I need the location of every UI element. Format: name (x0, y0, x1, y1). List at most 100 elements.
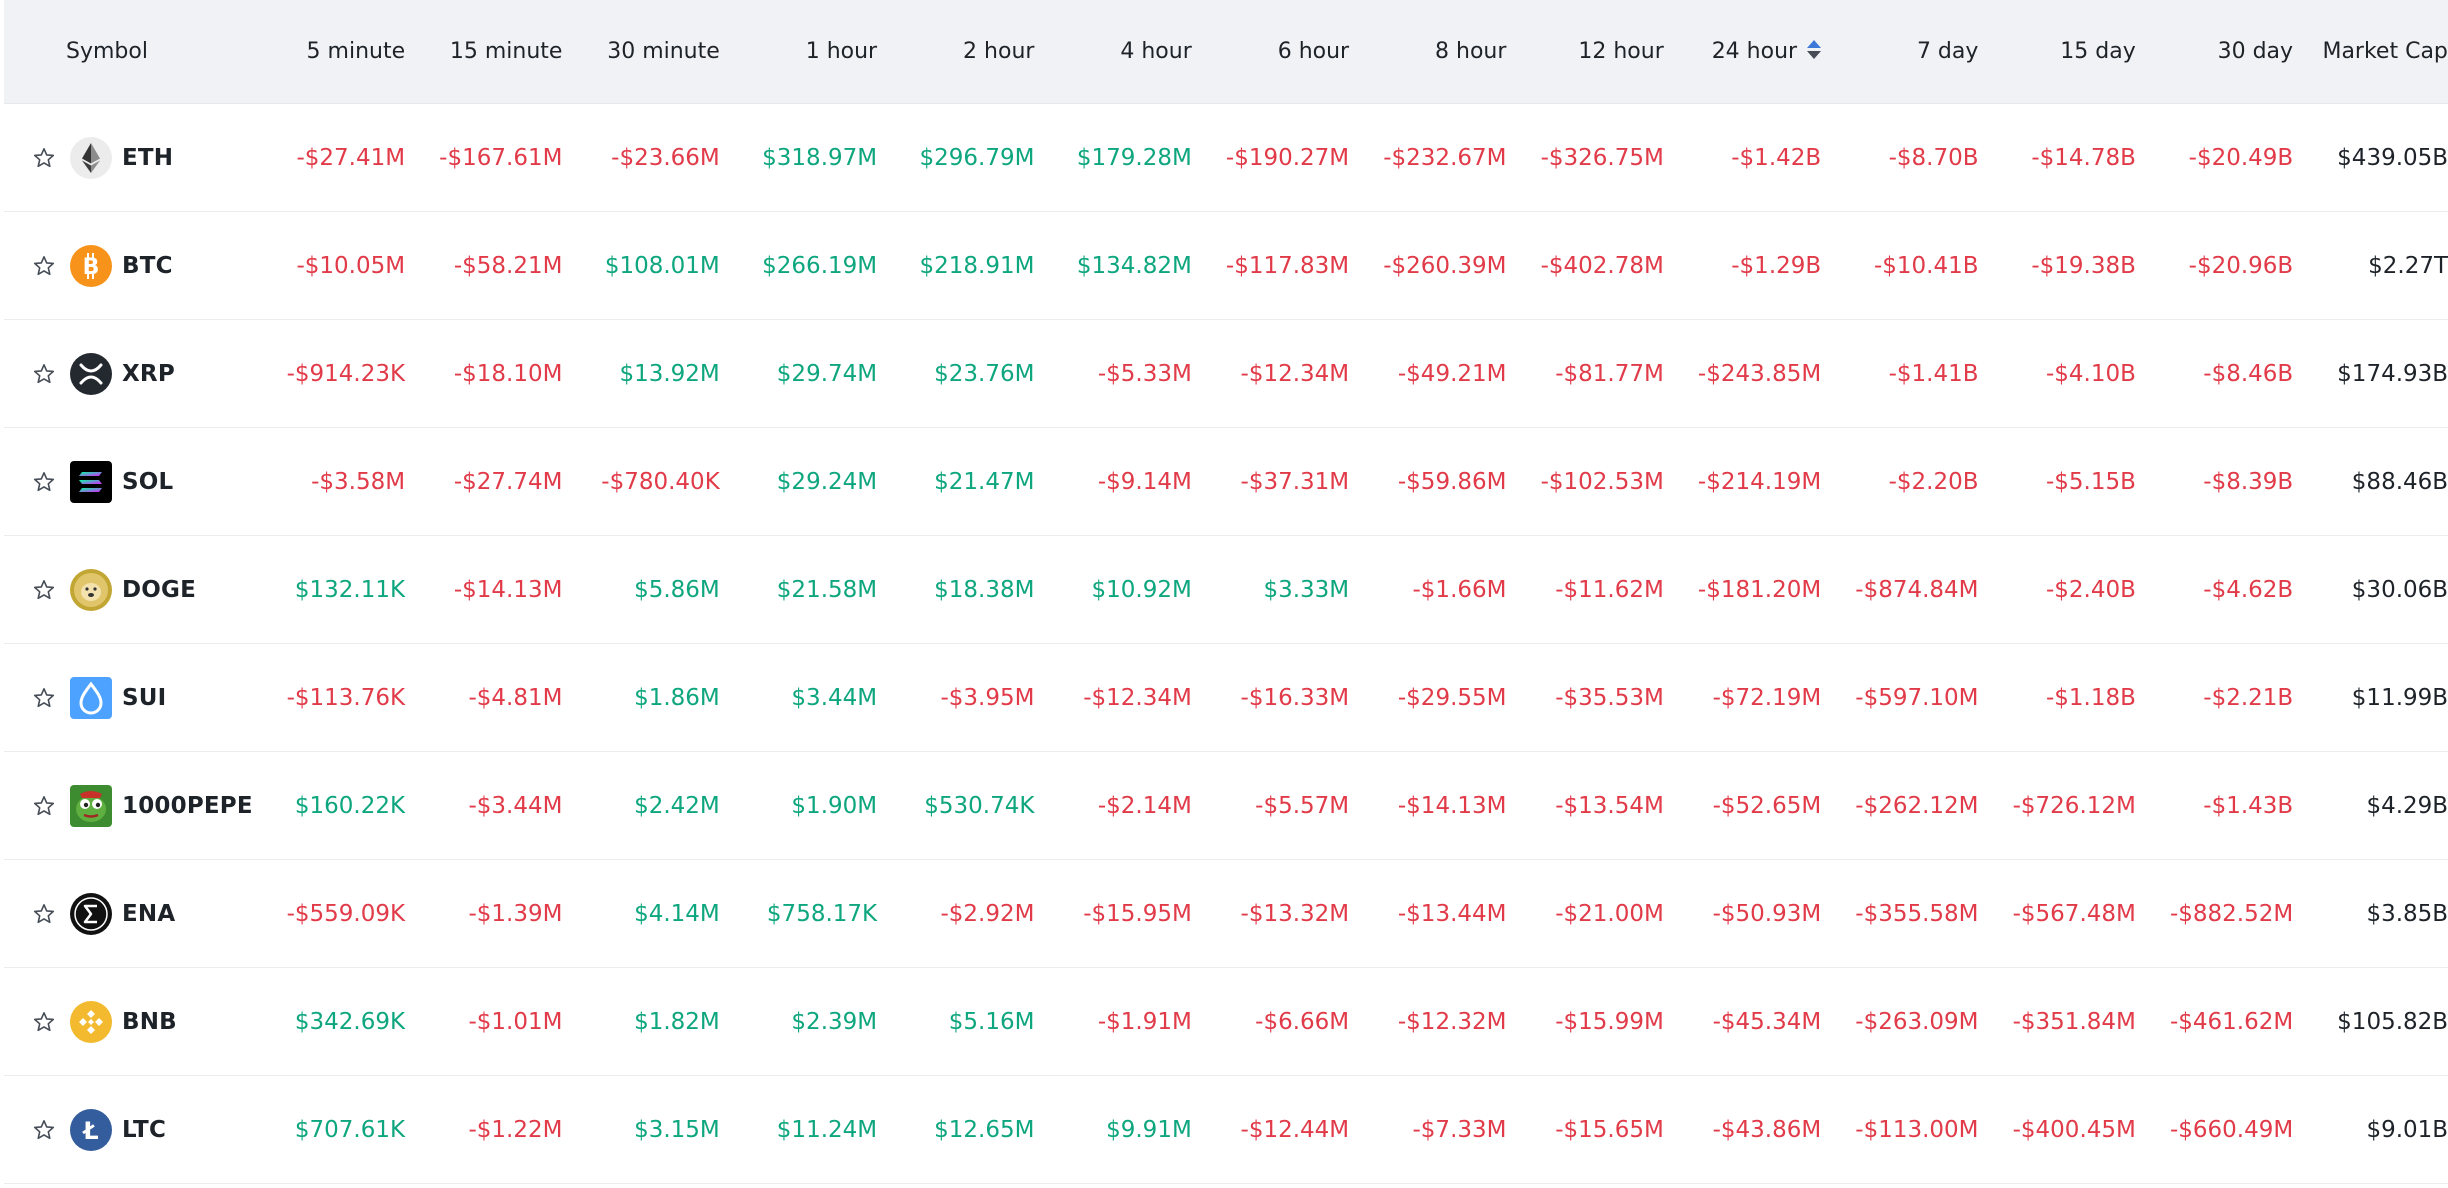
netflow-1-hour: $2.39M (791, 1008, 878, 1035)
header-label: 15 day (2060, 39, 2136, 64)
header-6-hour[interactable]: 6 hour (1204, 39, 1361, 64)
favorite-star-icon[interactable] (32, 1118, 56, 1142)
symbol-label[interactable]: DOGE (122, 576, 197, 603)
symbol-label[interactable]: LTC (122, 1116, 167, 1143)
netflow-15-day: -$726.12M (2012, 792, 2136, 819)
netflow-12-hour: -$35.53M (1555, 684, 1664, 711)
litecoin-icon: Ł (70, 1108, 112, 1151)
netflow-15-day: -$4.10B (2045, 360, 2136, 387)
netflow-30-day: -$20.49B (2188, 144, 2294, 171)
netflow-15-day: -$14.78B (2031, 144, 2136, 171)
netflow-4-hour: -$5.33M (1097, 360, 1192, 387)
favorite-star-icon[interactable] (32, 254, 56, 278)
header-24-hour[interactable]: 24 hour (1676, 39, 1833, 64)
symbol-label[interactable]: BNB (122, 1008, 177, 1035)
netflow-2-hour: -$2.92M (940, 900, 1035, 927)
table-row[interactable]: 1000PEPE $160.22K -$3.44M $2.42M $1.90M $530.… (4, 752, 2448, 860)
netflow-8-hour: -$260.39M (1383, 252, 1507, 279)
netflow-6-hour: -$5.57M (1255, 792, 1350, 819)
table-row[interactable]: BNB $342.69K -$1.01M $1.82M $2.39M $5.16M -$1.… (4, 968, 2448, 1076)
symbol-label[interactable]: ENA (122, 900, 176, 927)
netflow-30-minute: $3.15M (634, 1116, 720, 1143)
header-30-minute[interactable]: 30 minute (574, 39, 731, 64)
favorite-star-icon[interactable] (32, 470, 56, 494)
favorite-star-icon[interactable] (32, 686, 56, 710)
netflow-15-minute: -$1.01M (468, 1008, 563, 1035)
table-row[interactable]: DOGE $132.11K -$14.13M $5.86M $21.58M $18.38M… (4, 536, 2448, 644)
netflow-2-hour: $296.79M (919, 144, 1035, 171)
table-row[interactable]: ENA -$559.09K -$1.39M $4.14M $758.17K -$2.92M… (4, 860, 2448, 968)
header-market-cap[interactable]: Market Cap (2322, 39, 2448, 64)
netflow-15-minute: -$18.10M (453, 360, 563, 387)
favorite-star-icon[interactable] (32, 362, 56, 386)
table-row[interactable]: SUI -$113.76K -$4.81M $1.86M $3.44M -$3.95M -$… (4, 644, 2448, 752)
table-row[interactable]: SOL -$3.58M -$27.74M -$780.40K $29.24M $21.47… (4, 428, 2448, 536)
netflow-1-hour: $29.74M (776, 360, 878, 387)
netflow-15-day: -$400.45M (2012, 1116, 2136, 1143)
favorite-star-icon[interactable] (32, 794, 56, 818)
favorite-star-icon[interactable] (32, 146, 56, 170)
netflow-15-minute: -$1.39M (468, 900, 563, 927)
netflow-30-day: -$4.62B (2203, 576, 2294, 603)
netflow-6-hour: -$16.33M (1240, 684, 1350, 711)
header-symbol[interactable]: Symbol (66, 39, 148, 64)
netflow-7-day: -$10.41B (1873, 252, 1979, 279)
header-7-day[interactable]: 7 day (1833, 39, 1990, 64)
header-2-hour[interactable]: 2 hour (889, 39, 1046, 64)
market-cap-value: $3.85B (2366, 900, 2448, 927)
svg-text:B: B (83, 255, 100, 280)
netflow-15-day: -$1.18B (2045, 684, 2136, 711)
netflow-4-hour: $179.28M (1076, 144, 1192, 171)
header-15-day[interactable]: 15 day (1990, 39, 2147, 64)
netflow-24-hour: -$1.29B (1731, 252, 1822, 279)
netflow-15-minute: -$3.44M (468, 792, 563, 819)
netflow-1-hour: $21.58M (776, 576, 878, 603)
netflow-6-hour: -$117.83M (1225, 252, 1350, 279)
header-5-minute[interactable]: 5 minute (260, 39, 417, 64)
header-1-hour[interactable]: 1 hour (732, 39, 889, 64)
header-12-hour[interactable]: 12 hour (1518, 39, 1675, 64)
netflow-6-hour: -$190.27M (1225, 144, 1350, 171)
netflow-1-hour: $3.44M (791, 684, 878, 711)
favorite-star-icon[interactable] (32, 578, 56, 602)
symbol-label[interactable]: 1000PEPE (122, 792, 253, 819)
netflow-8-hour: -$1.66M (1412, 576, 1507, 603)
netflow-5-minute: -$27.41M (296, 144, 406, 171)
table-row[interactable]: Ł LTC $707.61K -$1.22M $3.15M $11.24M $12.65M $… (4, 1076, 2448, 1184)
sort-icon[interactable] (1807, 40, 1822, 60)
favorite-star-icon[interactable] (32, 1010, 56, 1034)
netflow-2-hour: $21.47M (934, 468, 1035, 495)
netflow-2-hour: $12.65M (934, 1116, 1035, 1143)
netflow-2-hour: $5.16M (948, 1008, 1035, 1035)
netflow-2-hour: $218.91M (919, 252, 1035, 279)
symbol-label[interactable]: ETH (122, 144, 174, 171)
netflow-6-hour: -$12.34M (1240, 360, 1350, 387)
market-cap-value: $439.05B (2337, 144, 2448, 171)
netflow-12-hour: -$11.62M (1555, 576, 1664, 603)
table-row[interactable]: B BTC -$10.05M -$58.21M $108.01M $266.19M $218… (4, 212, 2448, 320)
netflow-1-hour: $318.97M (762, 144, 878, 171)
header-label: 30 minute (607, 39, 720, 64)
header-8-hour[interactable]: 8 hour (1361, 39, 1518, 64)
netflow-24-hour: -$243.85M (1697, 360, 1822, 387)
netflow-8-hour: -$29.55M (1397, 684, 1507, 711)
table-row[interactable]: ETH -$27.41M -$167.61M -$23.66M $318.97M $296… (4, 104, 2448, 212)
favorite-star-icon[interactable] (32, 902, 56, 926)
header-30-day[interactable]: 30 day (2148, 39, 2305, 64)
header-label: 2 hour (963, 39, 1035, 64)
netflow-30-minute: $5.86M (634, 576, 720, 603)
netflow-15-minute: -$14.13M (453, 576, 563, 603)
bitcoin-icon: B (70, 244, 112, 287)
symbol-label[interactable]: SUI (122, 684, 167, 711)
netflow-24-hour: -$214.19M (1697, 468, 1822, 495)
netflow-30-minute: -$780.40K (601, 468, 720, 495)
header-4-hour[interactable]: 4 hour (1046, 39, 1203, 64)
table-row[interactable]: XRP -$914.23K -$18.10M $13.92M $29.74M $23.76… (4, 320, 2448, 428)
svg-text:Ł: Ł (81, 1117, 98, 1145)
header-15-minute[interactable]: 15 minute (417, 39, 574, 64)
header-label: 1 hour (805, 39, 878, 64)
symbol-label[interactable]: SOL (122, 468, 174, 495)
netflow-12-hour: -$81.77M (1555, 360, 1664, 387)
symbol-label[interactable]: BTC (122, 252, 173, 279)
symbol-label[interactable]: XRP (122, 360, 175, 387)
